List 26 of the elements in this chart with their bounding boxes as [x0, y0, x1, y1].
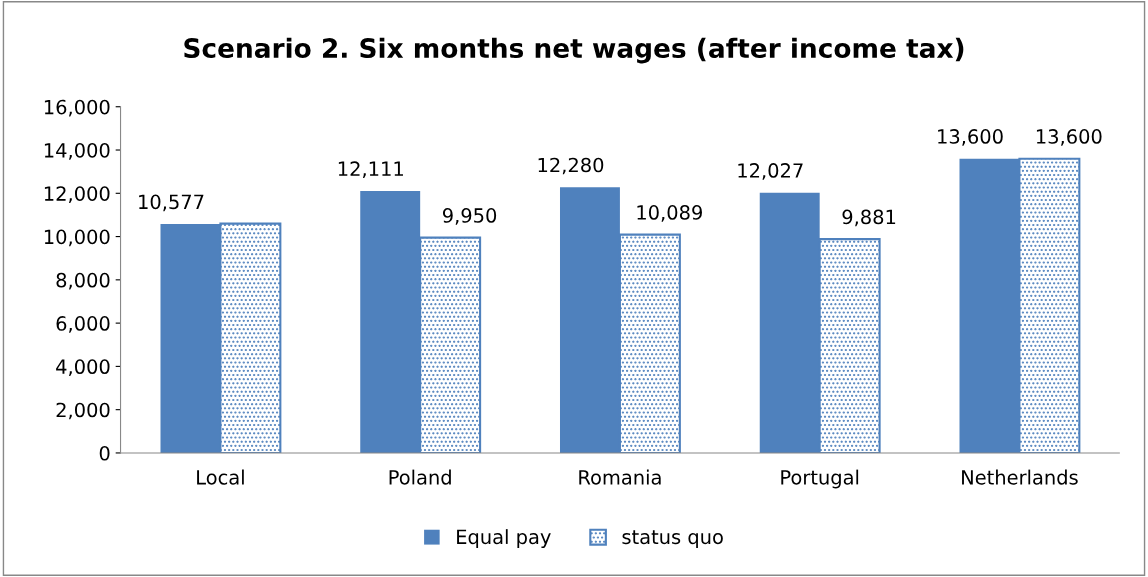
y-tick-label: 12,000	[44, 186, 110, 203]
x-tick-label: Portugal	[781, 469, 859, 489]
y-tick-label: 8,000	[56, 272, 110, 290]
data-label: 12,027	[738, 163, 803, 180]
legend-label: status quo	[622, 530, 723, 548]
y-tick-label: 4,000	[56, 359, 110, 377]
y-tick-label: 6,000	[56, 316, 110, 333]
data-label: 9,881	[842, 209, 896, 227]
data-label: 13,600	[1036, 129, 1102, 146]
y-tick-label: 10,000	[44, 229, 110, 247]
y-tick-label: 14,000	[44, 142, 110, 160]
x-tick-label: Local	[197, 469, 244, 485]
x-tick-label: Romania	[579, 469, 661, 485]
data-label: 13,600	[938, 129, 1003, 146]
y-tick-label: 0	[99, 445, 110, 461]
y-tick-label: 16,000	[44, 99, 110, 117]
data-label: 12,280	[538, 157, 604, 175]
x-tick-label: Poland	[389, 469, 451, 485]
data-label: 9,950	[442, 208, 497, 225]
chart-title: Scenario 2. Six months net wages (after income tax)	[184, 37, 964, 64]
data-label: 10,089	[637, 205, 702, 222]
legend-label: Equal pay	[457, 529, 551, 548]
data-label: 10,577	[139, 194, 204, 212]
data-label: 12,111	[338, 161, 403, 178]
x-tick-label: Netherlands	[962, 469, 1078, 485]
y-tick-label: 2,000	[56, 402, 110, 420]
